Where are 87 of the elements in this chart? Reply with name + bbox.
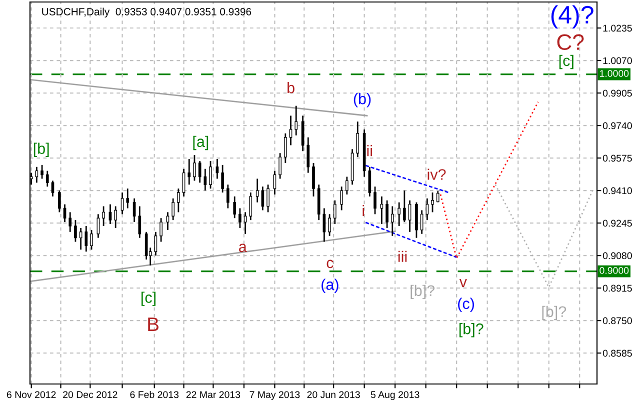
y-tick-label: 1.0235 bbox=[603, 24, 632, 32]
annotation: b bbox=[288, 82, 294, 94]
candlestick bbox=[374, 186, 376, 215]
candlestick bbox=[368, 166, 372, 198]
candlestick bbox=[160, 217, 162, 242]
candlestick bbox=[266, 184, 270, 213]
text: USDCHF,Daily 0.9353 0.9407 0.9351 0.9396 bbox=[42, 8, 252, 18]
y-tick-label: 0.8585 bbox=[602, 350, 632, 357]
y-tick-label: 0.9410 bbox=[602, 187, 632, 194]
candlestick bbox=[346, 176, 348, 196]
candlestick bbox=[340, 186, 343, 211]
candlestick bbox=[256, 178, 259, 204]
candlestick bbox=[172, 198, 175, 221]
annotation: (c) bbox=[458, 298, 474, 312]
y-tick-label: 0.9080 bbox=[602, 252, 632, 260]
candlestick bbox=[238, 208, 242, 229]
candlestick bbox=[386, 200, 388, 229]
candlestick bbox=[90, 229, 93, 250]
annotation: (4)? bbox=[551, 5, 594, 29]
annotation: [b] bbox=[34, 142, 49, 157]
candlestick bbox=[221, 164, 224, 194]
candlestick bbox=[46, 170, 49, 188]
y-tick-label: 0.9245 bbox=[602, 220, 632, 227]
y-tick-label: 0.9740 bbox=[602, 122, 632, 130]
candlestick bbox=[398, 202, 401, 227]
x-tick-label: 5 Aug 2013 bbox=[370, 391, 420, 400]
annotation: [c] bbox=[142, 292, 156, 306]
annotation: i bbox=[362, 204, 364, 216]
candlestick bbox=[403, 190, 406, 223]
candlestick bbox=[306, 136, 310, 174]
x-tick-label: 20 Jun 2013 bbox=[307, 391, 360, 398]
candlestick bbox=[84, 225, 88, 252]
annotation: [b]? bbox=[542, 306, 566, 320]
candlestick bbox=[328, 213, 331, 237]
annotation: v bbox=[459, 279, 467, 288]
y-tick-label: 0.9905 bbox=[602, 90, 632, 97]
x-tick-label: 6 Nov 2012 bbox=[6, 391, 56, 398]
annotation: (a) bbox=[322, 278, 338, 293]
candlestick bbox=[138, 206, 142, 239]
annotation: [b]? bbox=[410, 284, 435, 300]
annotation: [b]? bbox=[459, 323, 484, 338]
candlestick bbox=[278, 152, 282, 180]
candlestick bbox=[193, 154, 196, 182]
x-tick-label: 7 May 2013 bbox=[250, 391, 300, 400]
annotation: iii bbox=[398, 250, 407, 262]
candlestick bbox=[284, 132, 287, 164]
candlestick bbox=[431, 192, 434, 213]
candlestick bbox=[356, 120, 360, 158]
ref-line-label: 1.0000 bbox=[600, 70, 629, 77]
candlestick bbox=[294, 105, 298, 136]
annotation: B bbox=[148, 318, 158, 331]
candlestick bbox=[74, 219, 77, 242]
candlestick bbox=[182, 168, 186, 198]
candlestick bbox=[233, 196, 236, 219]
annotation: c bbox=[326, 260, 334, 268]
annotation: a bbox=[239, 244, 247, 252]
x-tick-label: 22 Mar 2013 bbox=[186, 391, 240, 398]
candlestick bbox=[58, 190, 61, 213]
annotation: iv? bbox=[428, 168, 446, 180]
annotation: [a] bbox=[193, 136, 208, 150]
candlestick bbox=[333, 200, 336, 225]
annotation: ii bbox=[367, 145, 372, 156]
y-tick-label: 1.0070 bbox=[603, 57, 632, 64]
y-tick-label: 0.8750 bbox=[602, 317, 632, 324]
x-tick-label: 6 Feb 2013 bbox=[130, 390, 179, 398]
candlestick bbox=[249, 192, 252, 221]
candlestick bbox=[390, 206, 394, 237]
candlestick bbox=[68, 212, 72, 233]
ref-line-label: 0.9000 bbox=[600, 267, 629, 274]
x-tick-label: 20 Dec 2012 bbox=[63, 391, 118, 398]
candlestick bbox=[126, 188, 130, 209]
candlestick bbox=[114, 206, 118, 229]
candlestick bbox=[273, 170, 276, 196]
candlestick bbox=[198, 160, 202, 184]
y-tick-label: 0.9575 bbox=[602, 154, 632, 162]
candlestick bbox=[188, 158, 191, 186]
candlestick bbox=[102, 206, 105, 227]
candlestick bbox=[177, 188, 180, 213]
candlestick bbox=[209, 160, 212, 190]
annotation: (b) bbox=[354, 93, 371, 108]
candlestick bbox=[40, 164, 44, 180]
candlestick bbox=[132, 198, 136, 223]
annotation: C? bbox=[557, 34, 584, 50]
candlestick bbox=[312, 162, 315, 198]
annotation: [c] bbox=[559, 54, 574, 70]
candlestick bbox=[226, 184, 230, 209]
y-tick-label: 0.8915 bbox=[602, 284, 632, 292]
